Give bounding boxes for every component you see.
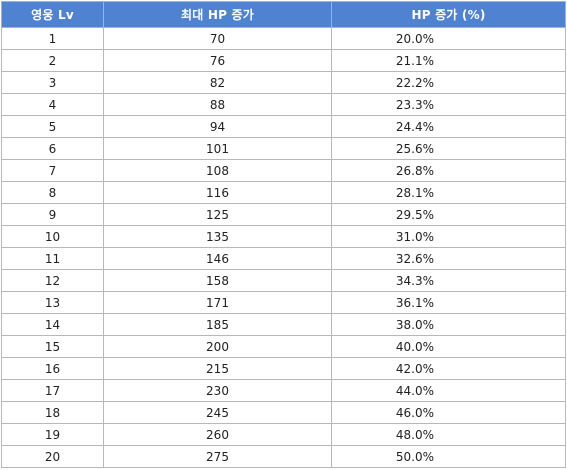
cell-hp-increase-percent: 32.6% — [331, 247, 566, 270]
cell-hp-increase-percent: 40.0% — [331, 335, 566, 358]
cell-hero-level: 11 — [1, 247, 104, 270]
table-row: 3 82 22.2% — [1, 71, 566, 94]
cell-hp-increase-percent: 26.8% — [331, 159, 566, 182]
cell-hero-level: 5 — [1, 115, 104, 138]
table-row: 15 200 40.0% — [1, 335, 566, 358]
cell-max-hp-increase: 215 — [103, 357, 332, 380]
cell-max-hp-increase: 260 — [103, 423, 332, 446]
cell-hero-level: 4 — [1, 93, 104, 116]
cell-max-hp-increase: 82 — [103, 71, 332, 94]
cell-max-hp-increase: 185 — [103, 313, 332, 336]
cell-hp-increase-percent: 24.4% — [331, 115, 566, 138]
cell-hp-increase-percent: 34.3% — [331, 269, 566, 292]
table-body: 1 70 20.0% 2 76 21.1% 3 82 22.2% 4 88 23.3% 5 94 24.4%… — [1, 27, 566, 468]
cell-hero-level: 3 — [1, 71, 104, 94]
cell-max-hp-increase: 135 — [103, 225, 332, 248]
cell-max-hp-increase: 275 — [103, 445, 332, 468]
cell-hero-level: 18 — [1, 401, 104, 424]
header-hero-level: 영웅 Lv — [1, 1, 104, 28]
cell-hero-level: 15 — [1, 335, 104, 358]
cell-hp-increase-percent: 31.0% — [331, 225, 566, 248]
table-row: 17 230 44.0% — [1, 379, 566, 402]
cell-hero-level: 17 — [1, 379, 104, 402]
header-row: 영웅 Lv 최대 HP 증가 HP 증가 (%) — [1, 1, 566, 28]
cell-max-hp-increase: 171 — [103, 291, 332, 314]
cell-max-hp-increase: 88 — [103, 93, 332, 116]
cell-max-hp-increase: 245 — [103, 401, 332, 424]
cell-max-hp-increase: 116 — [103, 181, 332, 204]
cell-hp-increase-percent: 44.0% — [331, 379, 566, 402]
cell-hp-increase-percent: 25.6% — [331, 137, 566, 160]
table-row: 9 125 29.5% — [1, 203, 566, 226]
cell-hero-level: 10 — [1, 225, 104, 248]
table-row: 5 94 24.4% — [1, 115, 566, 138]
cell-hero-level: 14 — [1, 313, 104, 336]
cell-hp-increase-percent: 28.1% — [331, 181, 566, 204]
cell-max-hp-increase: 158 — [103, 269, 332, 292]
cell-max-hp-increase: 200 — [103, 335, 332, 358]
cell-max-hp-increase: 94 — [103, 115, 332, 138]
table-row: 10 135 31.0% — [1, 225, 566, 248]
cell-hp-increase-percent: 21.1% — [331, 49, 566, 72]
table-row: 6 101 25.6% — [1, 137, 566, 160]
table-row: 13 171 36.1% — [1, 291, 566, 314]
table-row: 14 185 38.0% — [1, 313, 566, 336]
table-row: 1 70 20.0% — [1, 27, 566, 50]
cell-hero-level: 19 — [1, 423, 104, 446]
table-row: 7 108 26.8% — [1, 159, 566, 182]
table-row: 4 88 23.3% — [1, 93, 566, 116]
cell-hp-increase-percent: 23.3% — [331, 93, 566, 116]
cell-hero-level: 13 — [1, 291, 104, 314]
table-row: 2 76 21.1% — [1, 49, 566, 72]
table-header: 영웅 Lv 최대 HP 증가 HP 증가 (%) — [1, 1, 566, 28]
cell-hero-level: 2 — [1, 49, 104, 72]
header-max-hp-increase: 최대 HP 증가 — [103, 1, 332, 28]
cell-hero-level: 1 — [1, 27, 104, 50]
cell-max-hp-increase: 146 — [103, 247, 332, 270]
table-row: 20 275 50.0% — [1, 445, 566, 468]
cell-hero-level: 7 — [1, 159, 104, 182]
cell-hp-increase-percent: 38.0% — [331, 313, 566, 336]
cell-hero-level: 16 — [1, 357, 104, 380]
cell-hp-increase-percent: 46.0% — [331, 401, 566, 424]
table-row: 12 158 34.3% — [1, 269, 566, 292]
cell-max-hp-increase: 230 — [103, 379, 332, 402]
cell-hero-level: 6 — [1, 137, 104, 160]
table-row: 11 146 32.6% — [1, 247, 566, 270]
table-row: 19 260 48.0% — [1, 423, 566, 446]
cell-hp-increase-percent: 22.2% — [331, 71, 566, 94]
table-row: 8 116 28.1% — [1, 181, 566, 204]
cell-hp-increase-percent: 48.0% — [331, 423, 566, 446]
cell-hp-increase-percent: 42.0% — [331, 357, 566, 380]
cell-max-hp-increase: 108 — [103, 159, 332, 182]
header-hp-increase-percent: HP 증가 (%) — [331, 1, 566, 28]
cell-hp-increase-percent: 50.0% — [331, 445, 566, 468]
table-row: 16 215 42.0% — [1, 357, 566, 380]
cell-max-hp-increase: 101 — [103, 137, 332, 160]
table-row: 18 245 46.0% — [1, 401, 566, 424]
cell-hp-increase-percent: 29.5% — [331, 203, 566, 226]
cell-hp-increase-percent: 20.0% — [331, 27, 566, 50]
cell-hero-level: 12 — [1, 269, 104, 292]
cell-hero-level: 9 — [1, 203, 104, 226]
cell-hero-level: 20 — [1, 445, 104, 468]
cell-max-hp-increase: 70 — [103, 27, 332, 50]
cell-max-hp-increase: 125 — [103, 203, 332, 226]
cell-max-hp-increase: 76 — [103, 49, 332, 72]
cell-hp-increase-percent: 36.1% — [331, 291, 566, 314]
cell-hero-level: 8 — [1, 181, 104, 204]
